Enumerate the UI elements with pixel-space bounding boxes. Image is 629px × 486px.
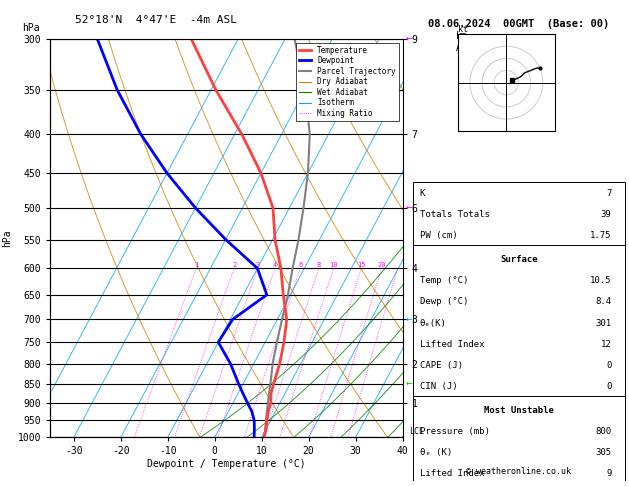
Text: kt: kt (458, 25, 468, 34)
Text: 2: 2 (232, 262, 237, 268)
Legend: Temperature, Dewpoint, Parcel Trajectory, Dry Adiabat, Wet Adiabat, Isotherm, Mi: Temperature, Dewpoint, Parcel Trajectory… (296, 43, 399, 121)
Text: Mixing Ratio (g/kg): Mixing Ratio (g/kg) (455, 191, 464, 286)
Text: 4: 4 (273, 262, 277, 268)
Text: Lifted Index: Lifted Index (420, 340, 484, 349)
Text: 9: 9 (606, 469, 611, 478)
Text: 0: 0 (606, 361, 611, 370)
Text: Dewp (°C): Dewp (°C) (420, 297, 468, 306)
Text: 1: 1 (194, 262, 198, 268)
Text: ←: ← (406, 203, 413, 213)
Text: 20: 20 (377, 262, 386, 268)
Text: 1.75: 1.75 (590, 231, 611, 240)
Text: 301: 301 (595, 318, 611, 328)
Text: km
ASL: km ASL (455, 31, 473, 52)
Text: Pressure (mb): Pressure (mb) (420, 427, 490, 436)
Text: 8: 8 (316, 262, 321, 268)
Text: 7: 7 (606, 189, 611, 198)
Text: CAPE (J): CAPE (J) (420, 361, 463, 370)
FancyBboxPatch shape (413, 245, 625, 408)
Text: Surface: Surface (500, 255, 538, 264)
Text: 10: 10 (330, 262, 338, 268)
Text: CIN (J): CIN (J) (420, 382, 457, 391)
Text: Temp (°C): Temp (°C) (420, 276, 468, 285)
Text: θₑ(K): θₑ(K) (420, 318, 447, 328)
Text: 52°18'N  4°47'E  -4m ASL: 52°18'N 4°47'E -4m ASL (75, 15, 238, 25)
FancyBboxPatch shape (413, 396, 625, 486)
Text: 10.5: 10.5 (590, 276, 611, 285)
FancyBboxPatch shape (413, 182, 625, 260)
Text: 8.4: 8.4 (595, 297, 611, 306)
Text: © weatheronline.co.uk: © weatheronline.co.uk (467, 468, 571, 476)
Text: ←: ← (406, 379, 413, 389)
Text: 08.06.2024  00GMT  (Base: 00): 08.06.2024 00GMT (Base: 00) (428, 19, 610, 29)
Text: 3: 3 (255, 262, 260, 268)
Text: ←: ← (406, 34, 413, 44)
Text: ←: ← (406, 314, 413, 324)
Text: Lifted Index: Lifted Index (420, 469, 484, 478)
Text: PW (cm): PW (cm) (420, 231, 457, 240)
Text: Totals Totals: Totals Totals (420, 210, 490, 219)
Text: 6: 6 (298, 262, 303, 268)
Text: 0: 0 (606, 382, 611, 391)
Text: θₑ (K): θₑ (K) (420, 448, 452, 457)
Y-axis label: hPa: hPa (3, 229, 12, 247)
Text: 39: 39 (601, 210, 611, 219)
X-axis label: Dewpoint / Temperature (°C): Dewpoint / Temperature (°C) (147, 459, 306, 469)
Text: LCL: LCL (409, 427, 425, 436)
Text: Most Unstable: Most Unstable (484, 406, 554, 415)
Text: 12: 12 (601, 340, 611, 349)
Text: K: K (420, 189, 425, 198)
Text: 305: 305 (595, 448, 611, 457)
Text: hPa: hPa (22, 23, 40, 33)
Text: 800: 800 (595, 427, 611, 436)
Text: 15: 15 (357, 262, 365, 268)
